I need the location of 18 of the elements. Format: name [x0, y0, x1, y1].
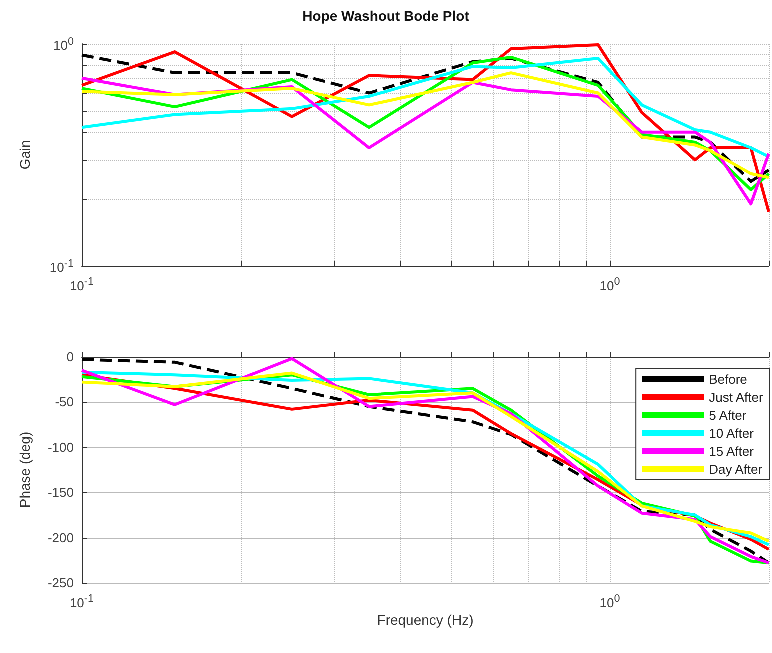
legend-label: Just After: [709, 390, 764, 405]
y-tick-label: 10$^{-1}$: [50, 256, 74, 276]
chart-title: Hope Washout Bode Plot: [302, 8, 470, 24]
legend-label: 5 After: [709, 408, 748, 423]
y-tick-label: -250: [48, 576, 74, 590]
y-tick-label: -50: [55, 394, 74, 410]
y-tick-label: -200: [48, 530, 74, 546]
x-axis-title: Frequency (Hz): [377, 612, 474, 628]
y-axis-title: Gain: [17, 140, 33, 170]
y-tick-label: -150: [48, 485, 74, 500]
y-tick-label: 10$^{0}$: [54, 34, 74, 54]
legend-label: Before: [709, 372, 748, 387]
legend-label: 10 After: [709, 426, 755, 441]
legend-label: Day After: [709, 462, 764, 477]
y-tick-label: 0: [66, 350, 74, 364]
y-tick-label: -100: [48, 440, 74, 455]
legend-label: 15 After: [709, 444, 755, 459]
y-axis-title: Phase (deg): [17, 432, 33, 508]
